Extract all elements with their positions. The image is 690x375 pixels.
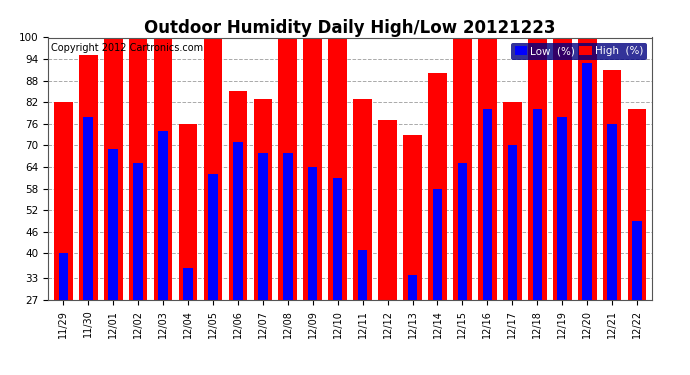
Bar	[108, 149, 118, 300]
Bar	[83, 117, 93, 300]
Legend: Low  (%), High  (%): Low (%), High (%)	[511, 43, 647, 60]
Bar	[632, 221, 642, 300]
Bar	[628, 110, 647, 300]
Bar	[478, 38, 497, 300]
Bar	[308, 167, 317, 300]
Text: Copyright 2012 Cartronics.com: Copyright 2012 Cartronics.com	[51, 43, 204, 53]
Bar	[333, 178, 342, 300]
Bar	[328, 38, 347, 300]
Bar	[54, 102, 72, 300]
Bar	[482, 110, 492, 300]
Bar	[582, 63, 592, 300]
Bar	[228, 92, 247, 300]
Bar	[353, 99, 372, 300]
Bar	[233, 142, 243, 300]
Bar	[558, 117, 567, 300]
Bar	[258, 153, 268, 300]
Title: Outdoor Humidity Daily High/Low 20121223: Outdoor Humidity Daily High/Low 20121223	[144, 20, 556, 38]
Bar	[453, 38, 472, 300]
Bar	[253, 99, 273, 300]
Bar	[528, 38, 546, 300]
Bar	[79, 56, 97, 300]
Bar	[208, 174, 218, 300]
Bar	[154, 38, 172, 300]
Bar	[533, 110, 542, 300]
Bar	[104, 38, 123, 300]
Bar	[179, 124, 197, 300]
Bar	[279, 38, 297, 300]
Bar	[457, 164, 467, 300]
Bar	[184, 268, 193, 300]
Bar	[158, 131, 168, 300]
Bar	[204, 38, 222, 300]
Bar	[403, 135, 422, 300]
Bar	[553, 38, 571, 300]
Bar	[408, 275, 417, 300]
Bar	[428, 74, 447, 300]
Bar	[433, 189, 442, 300]
Bar	[133, 164, 143, 300]
Bar	[503, 102, 522, 300]
Bar	[378, 120, 397, 300]
Bar	[603, 70, 622, 300]
Bar	[304, 38, 322, 300]
Bar	[59, 253, 68, 300]
Bar	[607, 124, 617, 300]
Bar	[129, 38, 148, 300]
Bar	[283, 153, 293, 300]
Bar	[358, 250, 367, 300]
Bar	[578, 38, 597, 300]
Bar	[508, 146, 517, 300]
